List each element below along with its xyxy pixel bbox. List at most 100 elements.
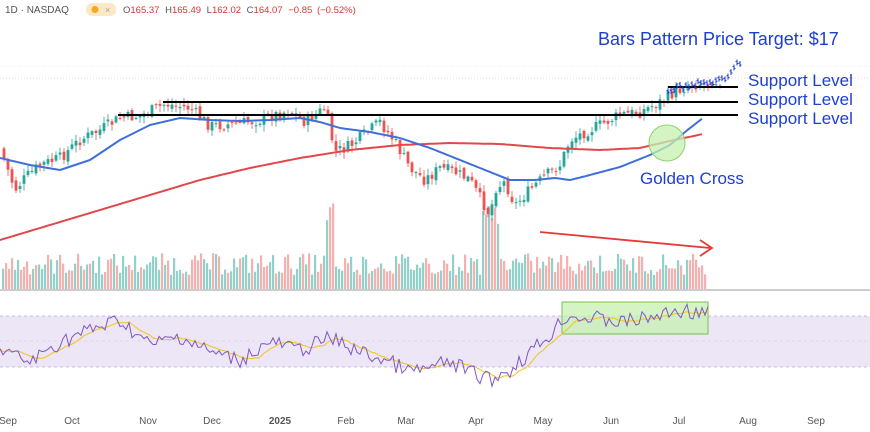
volume-bar [245,254,248,289]
volume-bar [32,269,35,289]
candle [334,134,338,158]
volume-bar [491,218,494,289]
candle [446,159,450,173]
candle [598,114,602,130]
volume-bar [170,274,173,289]
volume-bar [479,274,482,289]
volume-bar [533,272,536,289]
volume-bar [338,269,341,289]
projected-bar [693,83,697,90]
volume-bar [680,265,683,289]
volume-bar [578,263,581,289]
volume-bar [290,268,293,289]
volume-bar [251,258,254,289]
volume-bar [353,272,356,289]
candle [582,129,586,144]
volume-bar [65,272,68,289]
volume-bar [512,260,515,289]
candle [30,165,34,174]
candle [42,160,46,172]
volume-bar [545,265,548,289]
exchange: NASDAQ [27,5,69,16]
volume-bar [356,269,359,289]
candle [154,103,158,110]
candle [242,111,246,125]
volume-bar [215,254,218,289]
volume-bar [374,268,377,289]
volume-bar [341,270,344,289]
volume-bar [530,260,533,289]
volume-bar [221,274,224,289]
candle [94,129,98,140]
projected-bar [690,81,694,88]
candle [410,161,414,177]
candle [510,191,514,205]
volume-bar [173,258,176,289]
volume-bar [212,253,215,289]
x-tick-label: Aug [739,416,757,427]
volume-bar [665,265,668,289]
volume-bar [20,269,23,289]
volume-bar [110,258,113,289]
volume-bar [158,269,161,289]
volume-bar [383,268,386,289]
volume-bar [23,266,26,289]
volume-bar [395,256,398,289]
candle [466,175,470,183]
candle [182,97,186,111]
volume-bar [689,260,692,289]
volume-bar [557,262,560,289]
volume-bar [122,255,125,289]
projected-bar [738,61,742,68]
support-lines: Support Level Support Level Support Leve… [118,71,853,128]
volume-bar [566,255,569,289]
volume-bar [155,257,158,289]
volume-bar [611,271,614,289]
volume-bar [71,270,74,289]
volume-bar [344,258,347,289]
volume-bar [551,258,554,289]
candle [90,130,94,139]
volume-bar [359,274,362,289]
volume-bar [68,270,71,289]
volume-bar [104,271,107,289]
candle [26,164,30,178]
candle [10,166,14,189]
volume-bar [176,270,179,289]
support-label-3: Support Level [748,109,853,128]
volume-bar [41,268,44,289]
volume-bar [518,262,521,289]
volume-bar [380,263,383,289]
volume-bar [17,260,20,289]
ohlc-o: 165.37 [130,5,159,16]
volume-bar [368,273,371,289]
candle [434,162,438,185]
volume-bar [608,270,611,289]
svg-text:1D · NASDAQ: 1D · NASDAQ [5,5,69,16]
volume-bar [38,264,41,289]
candle [602,115,606,125]
volume-bar [602,271,605,289]
volume-bar [617,253,620,289]
volume-bar [560,254,563,289]
volume-bar [167,260,170,289]
volume-bar [455,274,458,289]
volume-bar [461,270,464,289]
x-tick-label: Oct [64,416,80,427]
candle [254,121,258,133]
volume-bar [257,263,260,289]
volume-bar [314,254,317,289]
volume-bar [701,265,704,289]
candle [542,169,546,178]
volume-bar [404,258,407,289]
candle [658,94,662,117]
ma-50-line [0,116,703,182]
candle [662,99,666,107]
volume-bar [56,260,59,289]
projected-bar [729,68,733,75]
candle [594,116,598,133]
projected-bar [726,73,730,80]
volume-bar [371,271,374,289]
volume-bar [593,267,596,289]
